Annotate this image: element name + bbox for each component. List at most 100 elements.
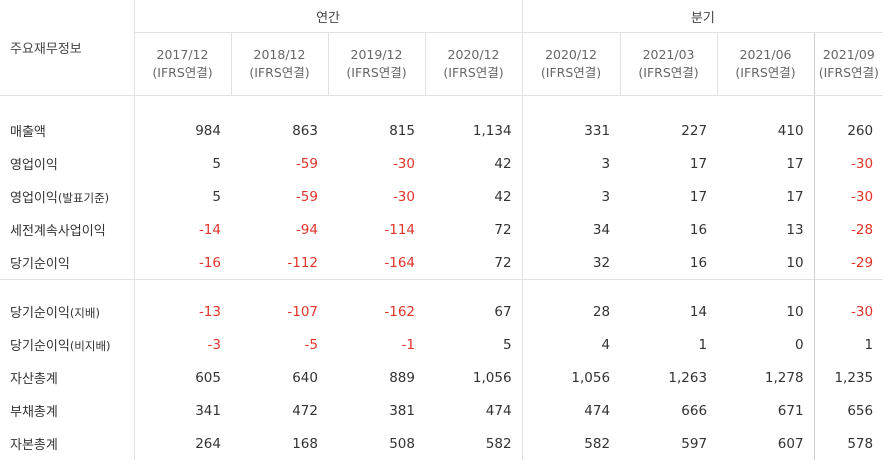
table-cell: 4: [521, 328, 621, 361]
table-row: 매출액 984 863 815 1,134 331 227 410 260: [0, 114, 884, 147]
table-cell: 17: [786, 188, 804, 205]
table-cell: 666: [681, 402, 708, 419]
table-cell: 582: [485, 435, 512, 452]
table-cell: 264: [133, 427, 231, 460]
table-cell: 640: [292, 369, 318, 386]
table-cell: 0: [794, 336, 804, 353]
table-cell: -30: [392, 155, 415, 172]
table-cell: 260: [813, 114, 884, 147]
financial-summary-table: 주요재무정보 연간 분기 2017/12 (IFRS연결) 2018/12 (IFR…: [0, 0, 884, 460]
period-header: 2021/03 (IFRS연결): [619, 32, 718, 96]
table-cell: 67: [494, 303, 512, 320]
table-body: 매출액 984 863 815 1,134 331 227 410 260 영업이익 5 -59 -30…: [0, 95, 884, 460]
table-cell: 1: [813, 328, 884, 361]
table-cell: -59: [295, 188, 318, 205]
row-label: 당기순이익(비지배): [10, 339, 111, 354]
table-cell: 508: [389, 435, 415, 452]
table-cell: 3: [521, 180, 621, 213]
table-cell: 1: [698, 336, 708, 353]
table-cell: 1,278: [764, 369, 804, 386]
table-row: 당기순이익(비지배) -3 -5 -1 5 4 1 0 1: [0, 328, 884, 361]
table-cell: -1: [401, 336, 415, 353]
table-cell: 227: [681, 122, 708, 139]
table-cell: -164: [384, 254, 415, 271]
table-cell: 17: [786, 155, 804, 172]
table-cell: 474: [521, 394, 621, 427]
table-cell: 17: [689, 155, 708, 172]
table-cell: 1,235: [813, 361, 884, 394]
table-cell: 16: [689, 254, 708, 271]
table-cell: 34: [521, 213, 621, 246]
table-cell: 72: [494, 221, 512, 238]
table-cell: 5: [133, 147, 231, 180]
table-cell: -3: [133, 328, 231, 361]
table-cell: 14: [689, 303, 708, 320]
table-cell: -29: [813, 246, 884, 280]
row-label: 당기순이익(지배): [10, 306, 100, 321]
row-label: 부채총계: [10, 405, 58, 420]
table-cell: 597: [681, 435, 708, 452]
table-cell: 42: [494, 188, 512, 205]
table-row: 영업이익 5 -59 -30 42 3 17 17 -30: [0, 147, 884, 180]
table-cell: -16: [133, 246, 231, 280]
table-row: 당기순이익 -16 -112 -164 72 32 16 10 -29: [0, 246, 884, 280]
table-row: 세전계속사업이익 -14 -94 -114 72 34 16 13 -28: [0, 213, 884, 246]
table-cell: 331: [521, 114, 621, 147]
table-cell: 10: [786, 303, 804, 320]
period-header: 2020/12 (IFRS연결): [424, 32, 523, 96]
table-cell: 28: [521, 295, 621, 328]
table-cell: 815: [389, 122, 415, 139]
table-cell: -59: [295, 155, 318, 172]
table-cell: -94: [295, 221, 318, 238]
period-header: 2018/12 (IFRS연결): [230, 32, 328, 96]
period-header: 2017/12 (IFRS연결): [133, 32, 231, 96]
row-label: 당기순이익: [10, 257, 70, 272]
table-cell: -30: [813, 180, 884, 213]
table-cell: -14: [133, 213, 231, 246]
table-cell: 578: [813, 427, 884, 460]
table-cell: 1,056: [521, 361, 621, 394]
table-row: 자산총계 605 640 889 1,056 1,056 1,263 1,278 1,235: [0, 361, 884, 394]
table-cell: 5: [502, 336, 512, 353]
period-header: 2019/12 (IFRS연결): [327, 32, 425, 96]
table-cell: -162: [384, 303, 415, 320]
table-cell: 381: [389, 402, 415, 419]
table-cell: 341: [133, 394, 231, 427]
row-label: 자본총계: [10, 438, 58, 453]
table-cell: -13: [133, 295, 231, 328]
table-cell: 17: [689, 188, 708, 205]
table-row: 자본총계 264 168 508 582 582 597 607 578: [0, 427, 884, 460]
table-cell: 72: [494, 254, 512, 271]
table-row: 영업이익(발표기준) 5 -59 -30 42 3 17 17 -30: [0, 180, 884, 213]
table-cell: 410: [777, 122, 804, 139]
row-label: 자산총계: [10, 372, 58, 387]
table-cell: 474: [485, 402, 512, 419]
table-cell: 671: [777, 402, 804, 419]
table-cell: -30: [392, 188, 415, 205]
row-label: 세전계속사업이익: [10, 224, 106, 239]
table-row: 당기순이익(지배) -13 -107 -162 67 28 14 10 -30: [0, 295, 884, 328]
table-cell: 10: [786, 254, 804, 271]
row-label: 영업이익: [10, 158, 58, 173]
table-cell: -112: [287, 254, 318, 271]
table-cell: -114: [384, 221, 415, 238]
table-cell: 3: [521, 147, 621, 180]
table-cell: 1,056: [472, 369, 512, 386]
table-cell: 656: [813, 394, 884, 427]
period-header: 2021/06 (IFRS연결): [716, 32, 815, 96]
table-title: 주요재무정보: [0, 0, 134, 96]
row-label: 영업이익(발표기준): [10, 191, 110, 206]
row-label: 매출액: [10, 125, 46, 140]
table-cell: 16: [689, 221, 708, 238]
table-row: 부채총계 341 472 381 474 474 666 671 656: [0, 394, 884, 427]
table-cell: 32: [521, 246, 621, 280]
table-cell: -30: [813, 147, 884, 180]
table-cell: 13: [786, 221, 804, 238]
annual-header: 연간: [133, 0, 523, 33]
table-cell: 889: [389, 369, 415, 386]
quarterly-header: 분기: [521, 0, 884, 33]
table-cell: 582: [521, 427, 621, 460]
table-cell: -30: [813, 295, 884, 328]
table-cell: -107: [287, 303, 318, 320]
table-cell: 607: [777, 435, 804, 452]
